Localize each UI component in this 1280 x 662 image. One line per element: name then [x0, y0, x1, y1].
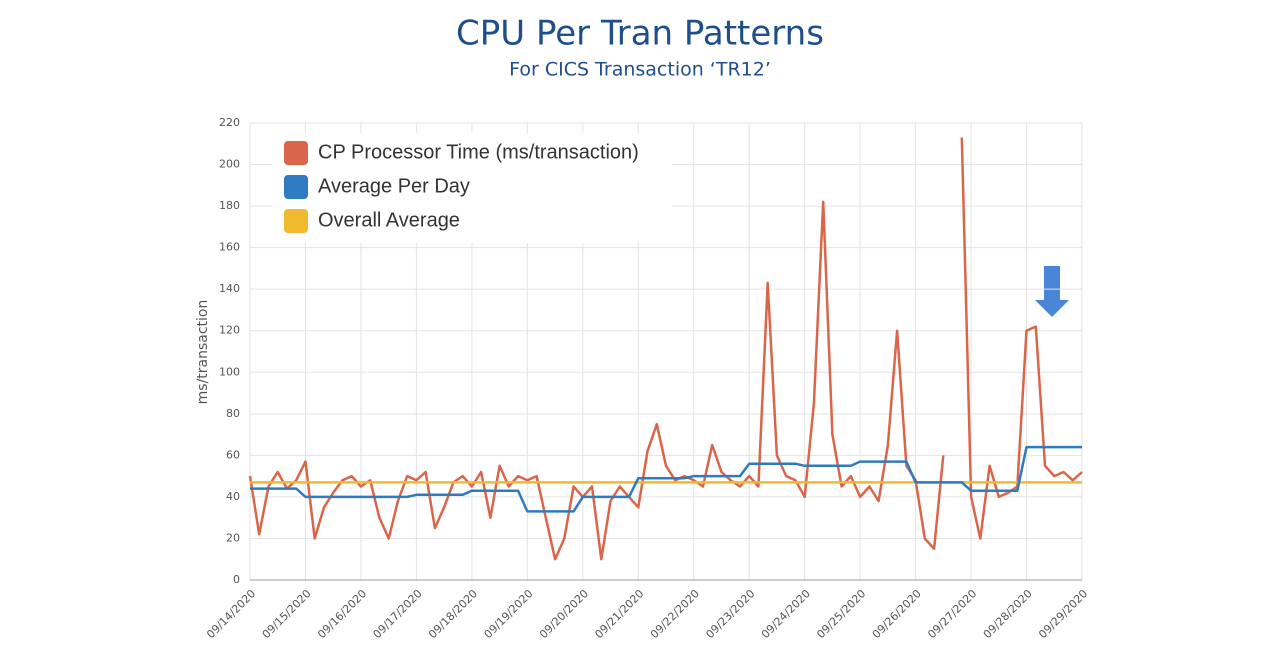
- legend-label: Overall Average: [318, 209, 460, 231]
- y-tick-label: 140: [219, 282, 240, 295]
- x-tick-label: 09/18/2020: [426, 587, 480, 641]
- series-line: [248, 200, 945, 561]
- y-tick-label: 180: [219, 199, 240, 212]
- y-tick-label: 100: [219, 365, 240, 378]
- y-tick-label: 20: [226, 531, 240, 544]
- x-tick-label: 09/23/2020: [703, 587, 757, 641]
- x-tick-label: 09/29/2020: [1036, 587, 1090, 641]
- x-tick-label: 09/24/2020: [759, 587, 813, 641]
- x-tick-label: 09/20/2020: [537, 587, 591, 641]
- x-tick-label: 09/22/2020: [648, 587, 702, 641]
- legend-swatch: [284, 141, 308, 165]
- legend-swatch: [284, 209, 308, 233]
- x-tick-label: 09/27/2020: [925, 587, 979, 641]
- y-axis-label: ms/transaction: [195, 300, 211, 405]
- y-tick-label: 80: [226, 407, 240, 420]
- y-tick-label: 40: [226, 490, 240, 503]
- x-tick-label: 09/16/2020: [315, 587, 369, 641]
- x-tick-label: 09/28/2020: [981, 587, 1035, 641]
- legend-label: CP Processor Time (ms/transaction): [318, 141, 639, 163]
- y-tick-label: 220: [219, 116, 240, 129]
- x-tick-label: 09/14/2020: [204, 587, 258, 641]
- x-tick-label: 09/21/2020: [592, 587, 646, 641]
- y-tick-label: 60: [226, 448, 240, 461]
- chart-subtitle: For CICS Transaction ‘TR12’: [509, 59, 771, 81]
- y-tick-label: 120: [219, 324, 240, 337]
- y-tick-label: 0: [233, 573, 240, 586]
- arrow: [1035, 266, 1069, 317]
- legend-label: Average Per Day: [318, 175, 470, 197]
- x-tick-label: 09/17/2020: [371, 587, 425, 641]
- series-line: [250, 445, 1082, 513]
- chart-title: CPU Per Tran Patterns: [456, 14, 824, 54]
- x-tick-label: 09/19/2020: [482, 587, 536, 641]
- x-tick-label: 09/26/2020: [870, 587, 924, 641]
- series-line: [960, 137, 1083, 540]
- legend-swatch: [284, 175, 308, 199]
- x-tick-label: 09/15/2020: [260, 587, 314, 641]
- legend-box: [272, 133, 672, 243]
- y-tick-label: 200: [219, 158, 240, 171]
- x-tick-label: 09/25/2020: [814, 587, 868, 641]
- y-tick-label: 160: [219, 241, 240, 254]
